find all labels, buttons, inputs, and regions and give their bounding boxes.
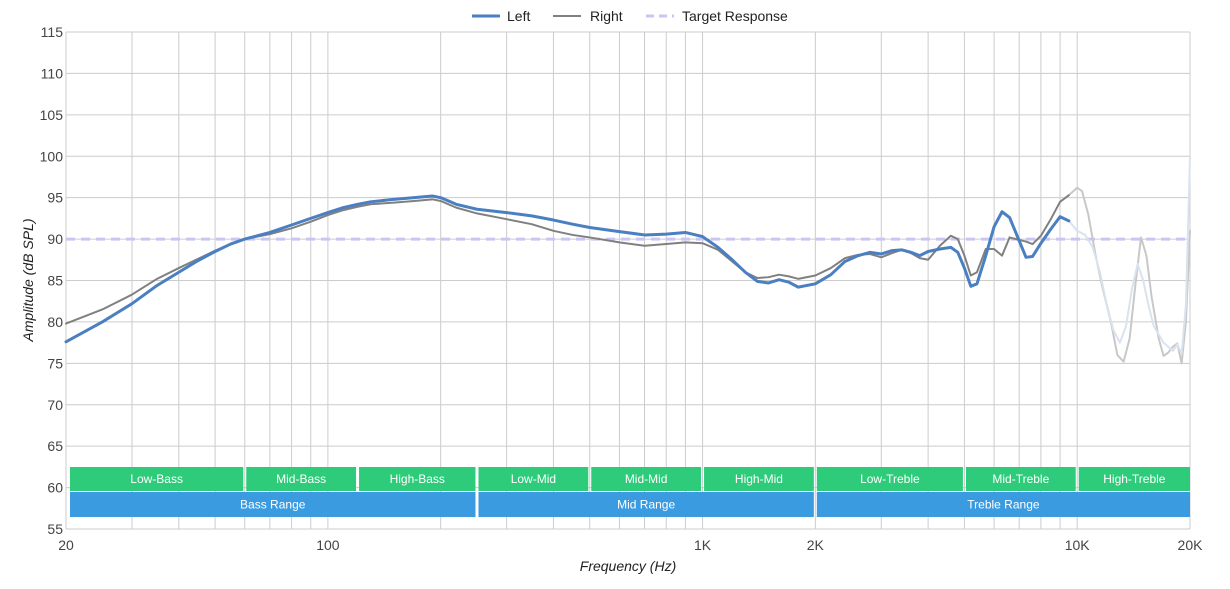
sub-band xyxy=(704,467,814,491)
series-line-right-faded-10k xyxy=(1067,186,1191,365)
sub-band-label: High-Treble xyxy=(1103,472,1166,486)
sub-band-label: Low-Treble xyxy=(860,472,920,486)
y-tick-label: 95 xyxy=(47,190,63,206)
y-tick-label: 90 xyxy=(47,231,63,247)
x-tick-label: 100 xyxy=(316,537,340,553)
x-tick-label: 20K xyxy=(1178,537,1204,553)
x-axis-label: Frequency (Hz) xyxy=(580,558,676,574)
sub-band xyxy=(591,467,702,491)
series-line-right xyxy=(65,194,1070,325)
grid-lines xyxy=(65,31,1191,530)
sub-band-label: High-Bass xyxy=(390,472,445,486)
y-tick-label: 105 xyxy=(40,107,64,123)
sub-band xyxy=(478,467,589,491)
sub-band-label: High-Mid xyxy=(735,472,783,486)
y-tick-label: 65 xyxy=(47,438,63,454)
sub-band-label: Low-Bass xyxy=(130,472,183,486)
x-tick-labels: 20 100 1K 2K 10K 20K xyxy=(58,537,1203,553)
series-line-left xyxy=(64,194,1071,344)
x-tick-label: 20 xyxy=(58,537,74,553)
series-lines xyxy=(64,156,1191,365)
y-axis-label: Amplitude (dB SPL) xyxy=(20,219,36,343)
sub-band xyxy=(1078,467,1190,491)
range-band xyxy=(816,492,1190,517)
sub-band xyxy=(70,467,244,491)
y-tick-label: 110 xyxy=(41,65,64,81)
y-tick-label: 85 xyxy=(47,273,63,289)
sub-band xyxy=(816,467,963,491)
sub-band-label: Mid-Bass xyxy=(276,472,326,486)
y-tick-label: 100 xyxy=(40,148,64,164)
y-tick-label: 60 xyxy=(47,480,63,496)
range-band-label: Bass Range xyxy=(240,498,306,512)
legend-label: Right xyxy=(590,8,623,24)
range-band xyxy=(478,492,814,517)
y-tick-label: 75 xyxy=(47,355,63,371)
sub-band xyxy=(965,467,1076,491)
range-band xyxy=(70,492,476,517)
x-tick-label: 2K xyxy=(807,537,825,553)
series-line-left-faded-10k xyxy=(1067,156,1191,355)
sub-band-label: Mid-Treble xyxy=(992,472,1049,486)
legend: Left Right Target Response xyxy=(472,8,788,24)
legend-label: Left xyxy=(507,8,530,24)
sub-band-label: Low-Mid xyxy=(511,472,556,486)
y-tick-label: 55 xyxy=(47,521,63,537)
y-tick-label: 80 xyxy=(47,314,63,330)
x-tick-label: 1K xyxy=(694,537,712,553)
range-band-label: Mid Range xyxy=(617,498,675,512)
sub-band xyxy=(359,467,476,491)
sub-band xyxy=(246,467,357,491)
x-tick-label: 10K xyxy=(1065,537,1091,553)
y-tick-label: 70 xyxy=(47,397,63,413)
y-tick-labels: 55 60 65 70 75 80 85 90 95 100 105 110 115 xyxy=(40,24,64,537)
frequency-bands: Low-Bass Mid-Bass High-Bass Low-Mid Mid-Mid H… xyxy=(70,467,1190,517)
legend-label: Target Response xyxy=(682,8,788,24)
sub-band-label: Mid-Mid xyxy=(625,472,668,486)
y-tick-label: 115 xyxy=(41,24,64,40)
range-band-label: Treble Range xyxy=(967,498,1040,512)
